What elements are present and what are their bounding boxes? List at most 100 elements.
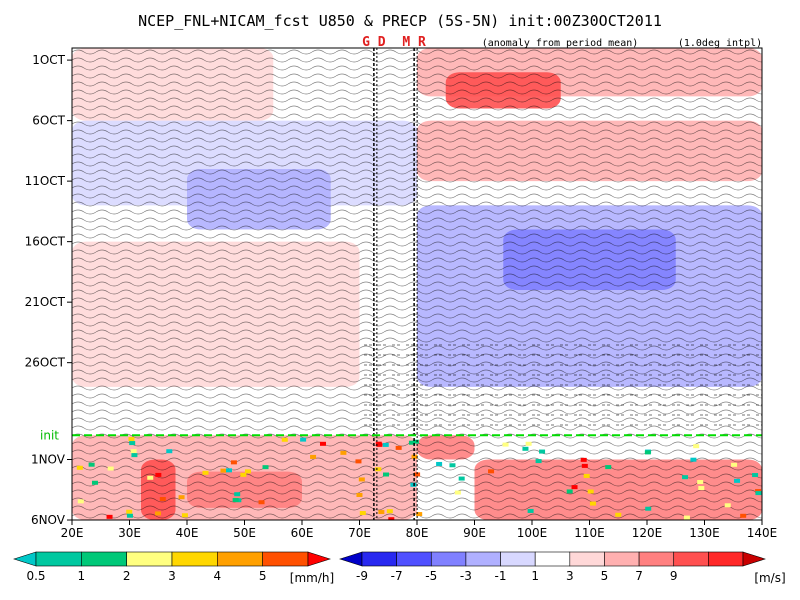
precip-dot: [698, 486, 705, 491]
precip-dot: [693, 444, 700, 449]
interp-note: (1.0deg intpl): [678, 38, 762, 49]
u850-colorbar-tip-high: [742, 551, 766, 567]
precip-dot: [395, 445, 402, 450]
precip-dot: [502, 442, 509, 447]
precip-dot: [731, 462, 738, 467]
precip-dot: [436, 461, 443, 466]
u850-colorbar-tick-label: -1: [495, 569, 507, 583]
precip-colorbar-tick-label: 2: [123, 569, 131, 583]
precip-dot: [539, 449, 546, 454]
precip-colorbar-tick-label: 1: [78, 569, 86, 583]
anomaly-note: (anomaly from period mean): [482, 38, 639, 49]
precip-dot: [319, 441, 326, 446]
y-tick-label: 16OCT: [25, 235, 66, 249]
precip-dot: [644, 450, 651, 455]
precip-colorbar-tip-high: [307, 551, 331, 567]
precip-dot: [159, 496, 166, 501]
precip-dot: [383, 472, 390, 477]
precip-dot: [355, 459, 362, 464]
precip-dot: [375, 441, 382, 446]
precip-dot: [755, 489, 762, 494]
precip-dot: [178, 495, 185, 500]
u850-colorbar-segment: [396, 551, 432, 567]
u850-colorbar-tick-label: -7: [391, 569, 403, 583]
precip-dot: [300, 437, 307, 442]
x-tick-label: 70E: [348, 526, 371, 540]
precip-dot: [258, 500, 265, 505]
x-axis: 20E 30E 40E 50E 60E 70E 80E 90E 100E 110E 120E 130E…: [61, 520, 777, 540]
u850-unit: [m/s]: [754, 571, 785, 585]
precip-dot: [240, 472, 247, 477]
precip-dot: [126, 513, 133, 518]
precip-dot: [234, 492, 241, 497]
chart-title: NCEP_FNL+NICAM_fcst U850 & PRECP (5S-5N)…: [138, 12, 662, 30]
precip-dot: [129, 441, 136, 446]
precip-colorbar-tip-low: [13, 551, 37, 567]
precip-colorbar-segment: [81, 551, 127, 567]
precip-colorbar-tick-label: 0.5: [26, 569, 45, 583]
x-tick-label: 120E: [632, 526, 663, 540]
precip-colorbar-tick-label: 4: [214, 569, 222, 583]
u850-colorbar-segment: [430, 551, 467, 567]
precip-dot: [130, 449, 137, 454]
u850-colorbar-segment: [604, 551, 640, 567]
precip-dot: [408, 440, 415, 445]
precip-colorbar-segment: [262, 551, 309, 567]
precip-dot: [181, 513, 188, 518]
precip-dot: [583, 473, 590, 478]
x-tick-label: 110E: [574, 526, 605, 540]
precip-dot: [740, 513, 747, 518]
u850-colorbar-tick-label: -5: [425, 569, 437, 583]
precip-dot: [724, 503, 731, 508]
u850-colorbar-segment: [361, 551, 397, 567]
precipitation-dots: [76, 437, 762, 520]
precip-colorbar-segment: [126, 551, 173, 567]
x-tick-label: 30E: [118, 526, 141, 540]
precip-dot: [454, 490, 461, 495]
x-tick-label: 130E: [689, 526, 720, 540]
u850-colorbar-tick-label: 1: [531, 569, 539, 583]
precip-dot: [535, 459, 542, 464]
x-tick-label: 90E: [463, 526, 486, 540]
u850-colorbar-segment: [673, 551, 709, 567]
u850-colorbar-tick-label: 3: [566, 569, 574, 583]
precip-dot: [581, 463, 588, 468]
precip-dot: [522, 446, 529, 451]
precip-dot: [589, 501, 596, 506]
marker-label: G D: [362, 35, 386, 50]
precip-dot: [615, 512, 622, 517]
precip-colorbar-tick-label: 5: [259, 569, 267, 583]
u850-colorbar-segment: [534, 551, 571, 567]
precip-dot: [382, 442, 389, 447]
precip-dot: [571, 485, 578, 490]
precip-dot: [91, 480, 98, 485]
init-label: init: [40, 428, 59, 442]
precip-dot: [154, 511, 161, 516]
precip-colorbar: 0.5 1 2 3 4 5: [13, 551, 331, 583]
y-axis: 1OCT 6OCT 11OCT 16OCT 21OCT 26OCT 1NOV 6NOV: [25, 53, 72, 527]
precip-dot: [244, 469, 251, 474]
u850-colorbar-tick-label: 5: [601, 569, 609, 583]
precip-dot: [414, 472, 421, 477]
precip-dot: [106, 514, 113, 519]
y-tick-label: 6OCT: [32, 114, 65, 128]
precip-dot: [682, 475, 689, 480]
y-tick-label: 26OCT: [25, 356, 66, 370]
x-tick-label: 80E: [406, 526, 429, 540]
precip-dot: [488, 469, 495, 474]
precip-dot: [77, 499, 84, 504]
precip-unit: [mm/h]: [290, 571, 334, 585]
u850-colorbar-segment: [638, 551, 675, 567]
precip-dot: [388, 517, 395, 520]
marker-label: M R: [402, 35, 426, 50]
y-tick-label: 21OCT: [25, 295, 66, 309]
precip-dot: [359, 511, 366, 516]
x-tick-label: 50E: [233, 526, 256, 540]
precip-colorbar-segment: [217, 551, 263, 567]
u850-colorbar-tick-label: 9: [670, 569, 678, 583]
precip-colorbar-tick-label: 3: [168, 569, 176, 583]
precip-dot: [356, 492, 363, 497]
precip-dot: [386, 509, 393, 514]
